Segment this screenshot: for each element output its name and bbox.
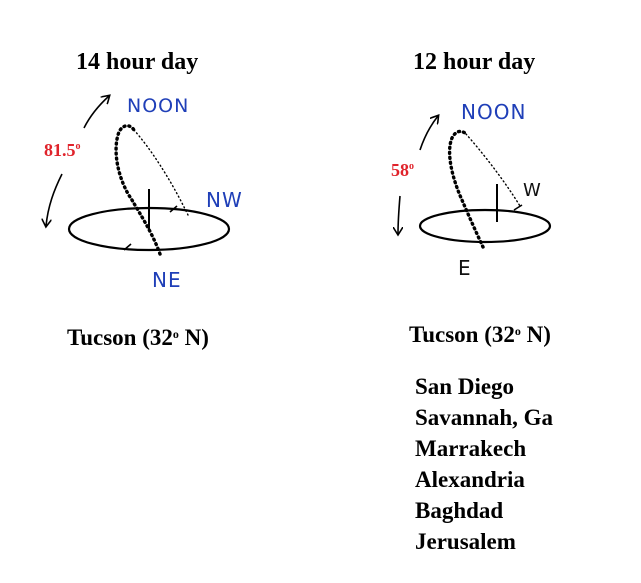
left-angle-arrow-up	[83, 96, 109, 129]
city-item: Alexandria	[415, 467, 525, 492]
left-east-tick	[123, 243, 132, 251]
right-angle-arrow-up	[419, 116, 438, 151]
right-west-tick	[513, 204, 523, 211]
right-sun-path-morning	[447, 129, 485, 249]
left-rise-label: NE	[152, 268, 182, 292]
left-sun-path-afternoon	[133, 129, 189, 216]
right-title: 12 hour day	[413, 49, 536, 75]
city-item: Savannah, Ga	[415, 405, 554, 430]
right-horizon-ellipse	[418, 208, 552, 244]
left-location-prefix: Tucson (32	[67, 325, 173, 350]
right-location-degree: o	[514, 324, 521, 338]
city-item: Baghdad	[415, 498, 504, 523]
right-set-label: W	[523, 180, 542, 201]
left-angle-unit: o	[75, 141, 81, 152]
left-angle-value: 81.5	[44, 140, 76, 160]
right-angle-value: 58	[391, 160, 409, 180]
left-set-label: NW	[206, 188, 243, 212]
city-item: Jerusalem	[415, 529, 516, 554]
right-rise-label: E	[458, 256, 472, 280]
right-diagram	[398, 116, 552, 249]
right-angle-unit: o	[409, 161, 414, 172]
right-city-list: San Diego Savannah, Ga Marrakech Alexand…	[415, 371, 553, 557]
left-west-tick	[169, 205, 178, 213]
left-angle-label: 81.5o	[44, 140, 81, 161]
left-location-suffix: N)	[178, 325, 209, 350]
right-location: Tucson (32o N)	[409, 322, 551, 348]
right-location-prefix: Tucson (32	[409, 322, 515, 347]
city-item: Marrakech	[415, 436, 527, 461]
left-title: 14 hour day	[76, 49, 199, 75]
left-sun-path-morning	[114, 124, 162, 256]
left-location: Tucson (32o N)	[67, 325, 209, 351]
right-angle-arrow-down	[398, 195, 400, 234]
right-location-suffix: N)	[520, 322, 551, 347]
left-angle-arrow-down	[46, 173, 63, 226]
right-angle-label: 58o	[391, 160, 414, 181]
left-location-degree: o	[172, 327, 179, 341]
left-noon-label: NOON	[127, 95, 190, 117]
left-diagram	[46, 96, 231, 256]
right-sun-path-afternoon	[465, 133, 521, 207]
right-noon-label: NOON	[461, 100, 527, 124]
city-item: San Diego	[415, 374, 515, 399]
